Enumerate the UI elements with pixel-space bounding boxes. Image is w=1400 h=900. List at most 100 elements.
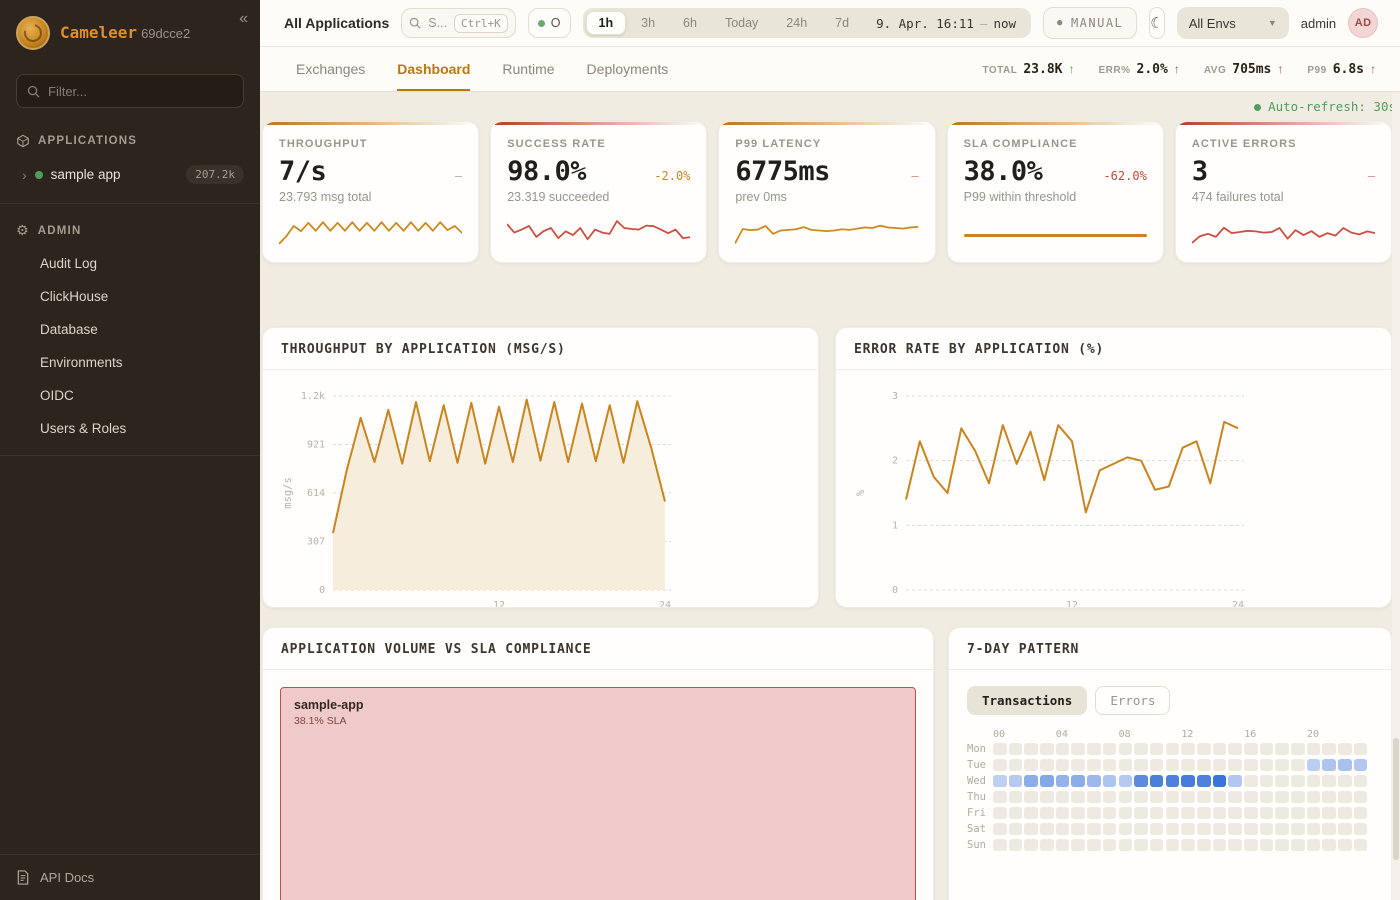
tab-deployments[interactable]: Deployments [586, 61, 669, 77]
scrollbar-thumb[interactable] [1393, 738, 1399, 860]
page-scrollbar[interactable] [1392, 93, 1400, 900]
heatmap-hour-labels: 00 04 08 12 16 20 [967, 729, 1373, 740]
heatmap-cell [1306, 839, 1321, 851]
heatmap-cell [1181, 759, 1195, 771]
kpi-sparkline [735, 211, 918, 247]
charts-row: THROUGHPUT BY APPLICATION (MSG/S) 0 307 61… [262, 327, 1392, 608]
heatmap-cell [1008, 791, 1023, 803]
env-select[interactable]: All Envs ▼ [1176, 7, 1289, 39]
heatmap-day-label: Wed [967, 775, 986, 787]
pattern-toggle-errors[interactable]: Errors [1095, 686, 1171, 715]
pattern-title: 7-DAY PATTERN [949, 628, 1391, 670]
time-range-3h[interactable]: 3h [628, 11, 668, 35]
tabs: Exchanges Dashboard Runtime Deployments [296, 47, 668, 91]
heatmap-cell [993, 807, 1007, 819]
heatmap-cell [1196, 775, 1211, 787]
heatmap-cell [1322, 839, 1337, 851]
tab-exchanges[interactable]: Exchanges [296, 61, 366, 77]
heatmap-cell [1024, 823, 1038, 835]
heatmap-cell [1055, 775, 1070, 787]
heatmap-cell [1118, 839, 1133, 851]
time-range-1h[interactable]: 1h [585, 11, 627, 35]
brand-name: Cameleer [60, 23, 138, 42]
heatmap-cell [1353, 823, 1368, 835]
svg-text:0: 0 [892, 585, 898, 596]
dark-mode-toggle[interactable]: ☾ [1149, 7, 1165, 39]
sidebar-collapse-button[interactable]: « [239, 10, 248, 27]
applications-title-label: APPLICATIONS [38, 135, 138, 147]
heatmap-hour-label: 20 [1306, 729, 1320, 740]
heatmap-cell [1055, 791, 1070, 803]
heatmap-cell [993, 791, 1007, 803]
filter-input[interactable] [48, 83, 233, 99]
time-range-7d[interactable]: 7d [822, 11, 862, 35]
time-range-today[interactable]: Today [712, 11, 771, 35]
arrow-up-icon: ↑ [1173, 61, 1180, 76]
heatmap-cell [1212, 823, 1227, 835]
api-docs-label: API Docs [40, 870, 95, 885]
avatar[interactable]: AD [1348, 8, 1379, 38]
bottom-row: APPLICATION VOLUME VS SLA COMPLIANCE sam… [262, 627, 1392, 900]
heatmap-row-sun: Sun [967, 839, 1373, 851]
sidebar-item-sample-app[interactable]: › sample app 207.2k [0, 156, 260, 193]
sidebar-item-audit-log[interactable]: Audit Log [40, 256, 98, 271]
heatmap-cell [1008, 823, 1023, 835]
manual-refresh-button[interactable]: ● MANUAL [1043, 7, 1138, 39]
cube-icon [17, 134, 29, 148]
sidebar-item-clickhouse[interactable]: ClickHouse [40, 289, 109, 304]
sidebar-item-environments[interactable]: Environments [40, 355, 123, 370]
dashboard-main: Auto-refresh: 30s THROUGHPUT 7/s – 23.793 m… [260, 92, 1400, 900]
heatmap-cell [1024, 807, 1038, 819]
date-range-display[interactable]: 9. Apr. 16:11– now [876, 15, 1017, 31]
tabbar: Exchanges Dashboard Runtime Deployments TOT… [260, 47, 1400, 92]
applications-section-title: APPLICATIONS [0, 126, 260, 156]
kpi-card-success-rate: SUCCESS RATE 98.0% -2.0% 23.319 succeeded [490, 121, 708, 263]
global-search-input[interactable]: S... Ctrl+K [401, 8, 516, 38]
heatmap-cell [1071, 791, 1086, 803]
heatmap-cell [1244, 839, 1258, 851]
pattern-toggle-group: Transactions Errors [967, 686, 1373, 715]
tab-runtime[interactable]: Runtime [502, 61, 555, 77]
throughput-area-chart: 0 307 614 921 1.2k 12 24 msg/s [282, 391, 671, 607]
heatmap-cell [1338, 791, 1352, 803]
treemap-node-sample-app[interactable]: sample-app 38.1% SLA [280, 687, 916, 900]
heatmap-day-label: Sun [967, 839, 986, 851]
online-status-dot [537, 19, 545, 27]
heatmap-cell [1259, 743, 1274, 755]
sidebar-item-users-roles[interactable]: Users & Roles [40, 421, 127, 436]
sidebar-item-oidc[interactable]: OIDC [40, 388, 74, 403]
heatmap-cell [1071, 807, 1086, 819]
shortcut-badge: Ctrl+K [454, 13, 508, 33]
heatmap-cell [1291, 743, 1305, 755]
heatmap-cell [1275, 839, 1289, 851]
kpi-subtitle: 23.793 msg total [279, 190, 372, 204]
heatmap-cell [1024, 791, 1038, 803]
time-range-control: 1h 3h 6h Today 24h 7d 9. Apr. 16:11– now [582, 8, 1032, 38]
heatmap-cell [1353, 839, 1368, 851]
pattern-toggle-transactions[interactable]: Transactions [967, 686, 1088, 715]
chevron-right-icon[interactable]: › [22, 166, 27, 183]
kpi-subtitle: prev 0ms [735, 190, 787, 204]
sidebar-filter [16, 74, 244, 108]
sidebar-item-database[interactable]: Database [40, 322, 98, 337]
api-docs-link[interactable]: API Docs [0, 854, 260, 900]
content: All Applications S... Ctrl+K O 1h 3h 6h Tod… [260, 0, 1400, 900]
heatmap-cell [1071, 839, 1086, 851]
time-range-24h[interactable]: 24h [773, 11, 820, 35]
sla-treemap-card: APPLICATION VOLUME VS SLA COMPLIANCE sam… [262, 627, 934, 900]
heatmap-cell [1165, 839, 1180, 851]
heatmap-day-label: Tue [967, 759, 986, 771]
heatmap-cell [1102, 791, 1117, 803]
heatmap-cell [1040, 823, 1054, 835]
kpi-delta: -2.0% [654, 169, 691, 183]
heatmap-cell [1165, 743, 1180, 755]
tab-dashboard[interactable]: Dashboard [397, 47, 471, 91]
heatmap-cell [1259, 807, 1274, 819]
kpi-subtitle: P99 within threshold [963, 190, 1077, 204]
heatmap-cell [1322, 743, 1337, 755]
time-range-6h[interactable]: 6h [670, 11, 710, 35]
heatmap-cell [1134, 759, 1148, 771]
heatmap-cell [1118, 791, 1133, 803]
arrow-up-icon: ↑ [1068, 61, 1075, 76]
treemap-node-name: sample-app [294, 698, 364, 712]
